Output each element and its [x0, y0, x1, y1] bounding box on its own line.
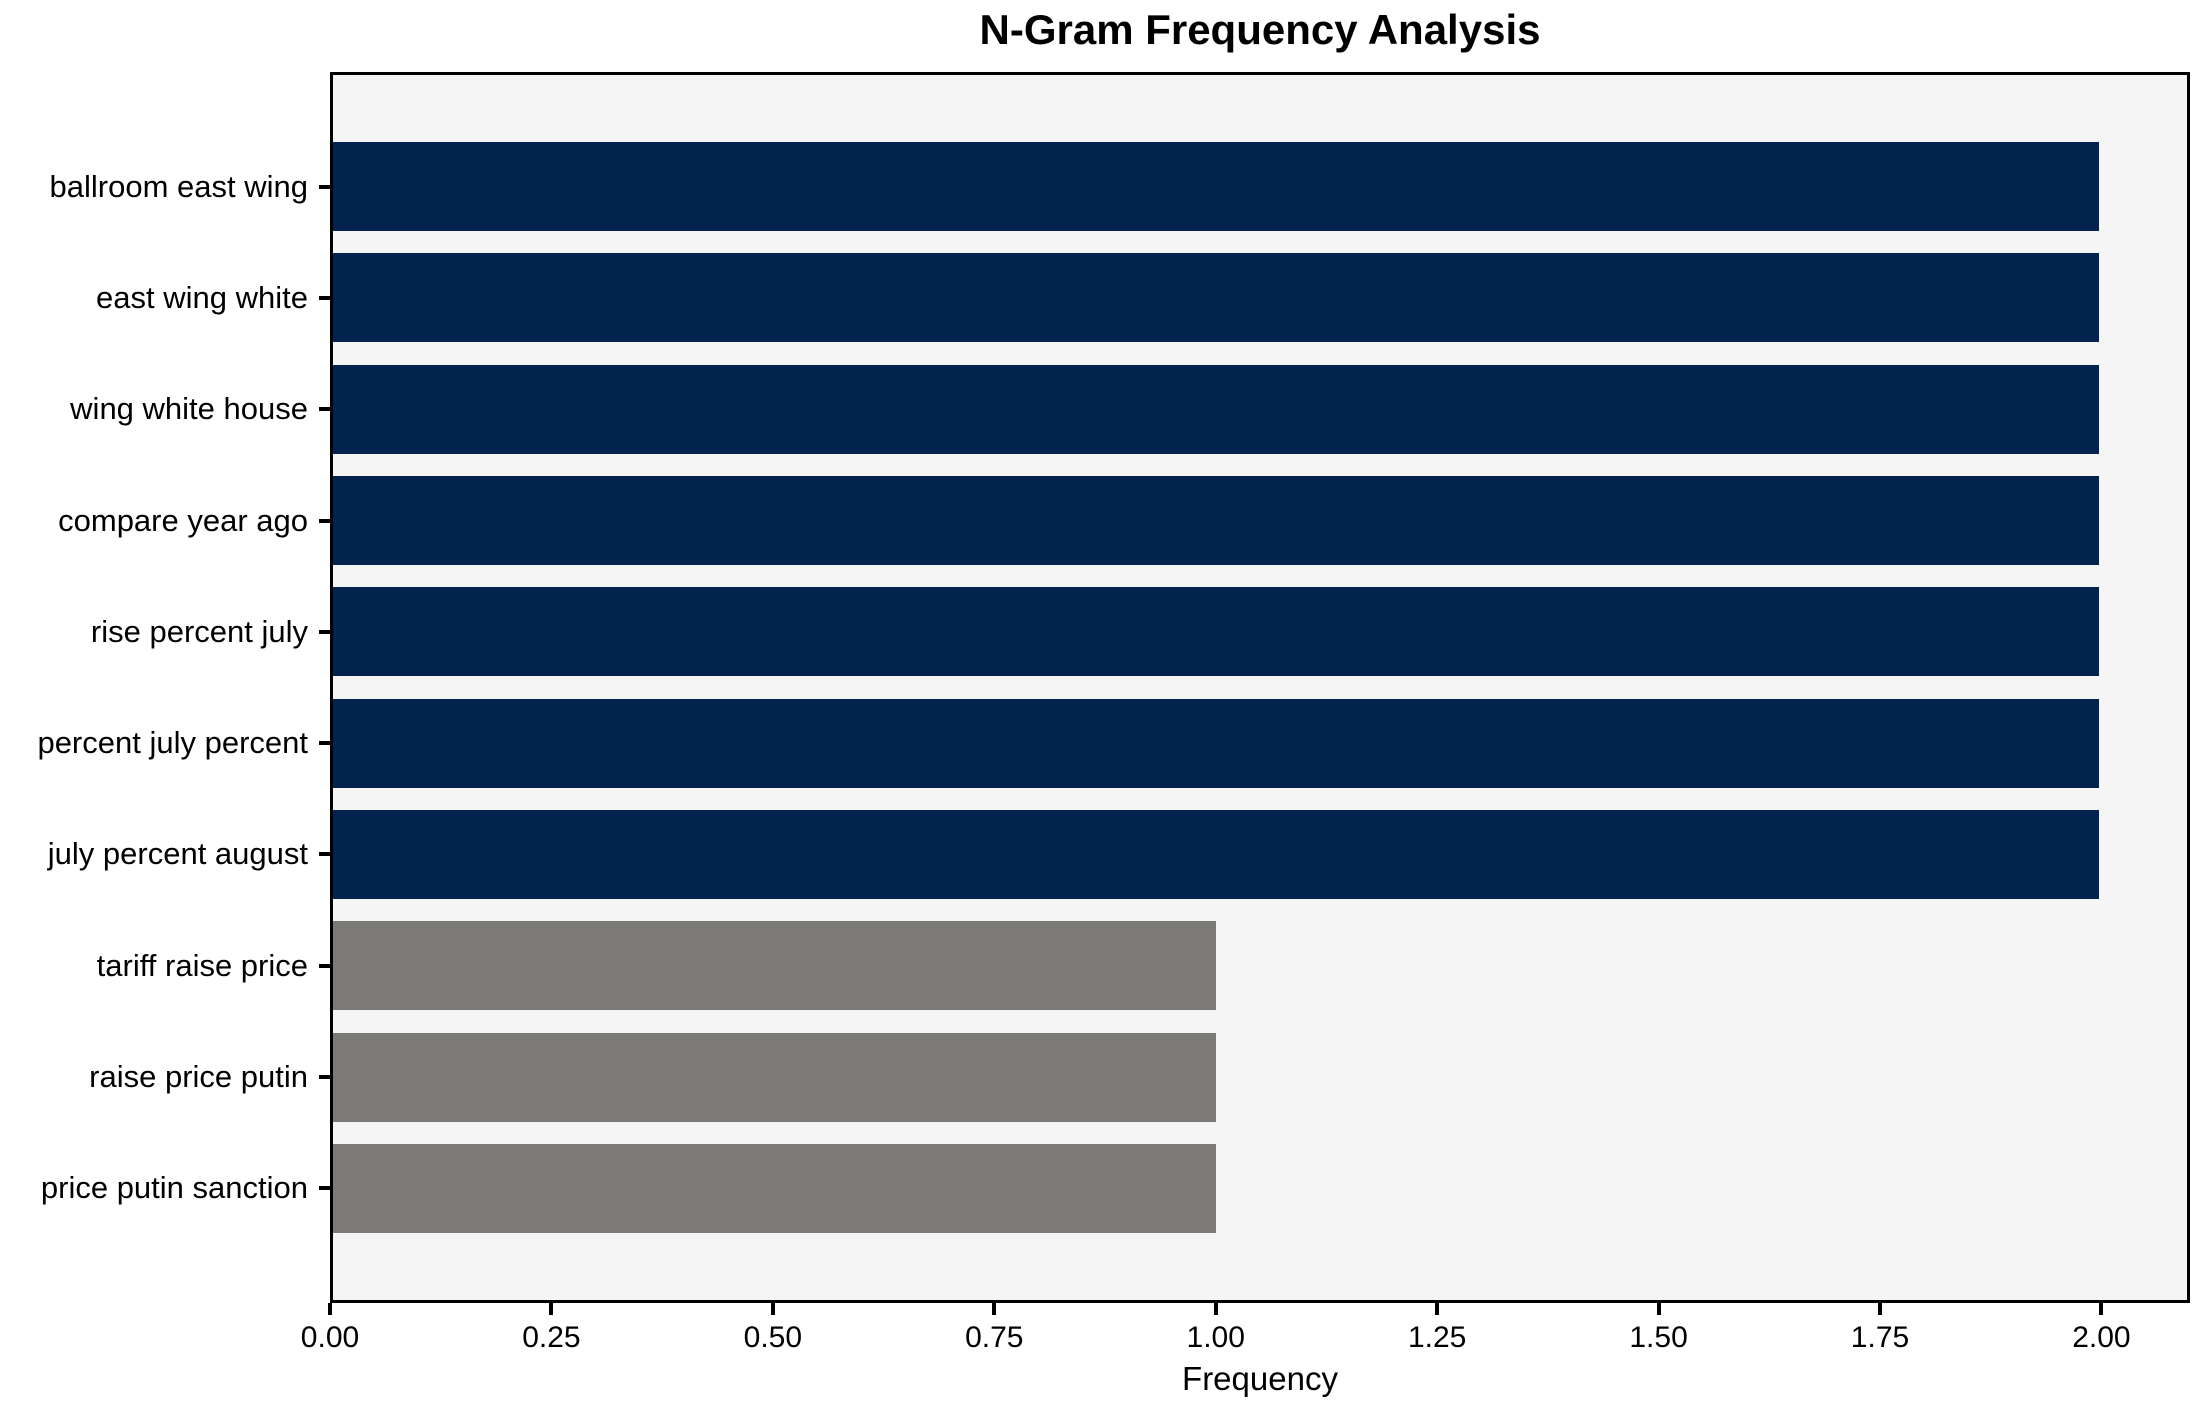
y-tick-label: price putin sanction [40, 1170, 308, 1206]
y-tick-label: july percent august [47, 836, 308, 872]
y-tick [319, 407, 330, 412]
bar-row: price putin sanction [41, 1133, 2187, 1244]
y-tick-label: rise percent july [90, 613, 308, 649]
y-tick-label: tariff raise price [96, 947, 308, 983]
x-tick-label: 0.75 [965, 1321, 1024, 1354]
x-tick [2099, 1303, 2104, 1315]
y-tick-label: raise price putin [89, 1059, 308, 1095]
bar [333, 921, 1216, 1011]
bar-row: wing white house [70, 354, 2187, 465]
y-tick [319, 629, 330, 634]
bar [333, 809, 2099, 899]
x-tick-label: 1.25 [1407, 1321, 1467, 1354]
x-tick [1213, 1303, 1218, 1315]
y-tick-label: ballroom east wing [49, 168, 308, 204]
bar-row: rise percent july [91, 576, 2187, 687]
bar [333, 364, 2099, 454]
x-tick-label: 0.00 [300, 1321, 360, 1354]
bar [333, 587, 2099, 677]
y-tick [319, 852, 330, 857]
x-tick [992, 1303, 997, 1315]
y-tick-label: wing white house [70, 391, 308, 427]
bar-row: july percent august [48, 799, 2187, 910]
bar [333, 1032, 1216, 1122]
plot-area: ballroom east wing east wing white wing wh… [37, 72, 2190, 1303]
x-tick [770, 1303, 775, 1315]
bar [333, 1143, 1216, 1233]
bar-row: raise price putin [89, 1021, 2187, 1132]
x-tick [549, 1303, 554, 1315]
bar-row: east wing white [96, 242, 2187, 353]
bar-row: percent july percent [37, 687, 2187, 798]
bar [333, 253, 2099, 343]
y-tick-label: percent july percent [37, 725, 308, 761]
bars-container: ballroom east wing east wing white wing wh… [37, 75, 2187, 1300]
x-tick-label: 1.50 [1629, 1321, 1688, 1354]
x-tick [1435, 1303, 1440, 1315]
y-tick-label: compare year ago [58, 502, 308, 538]
x-tick-label: 1.75 [1850, 1321, 1910, 1354]
y-tick-label: east wing white [96, 279, 308, 315]
x-tick-label: 2.00 [2072, 1321, 2131, 1354]
y-tick [319, 1186, 330, 1191]
x-axis: 0.00 0.25 0.50 0.75 1.00 1.25 1.50 1.75 2.00 [301, 1303, 2190, 1403]
x-tick-label: 0.50 [743, 1321, 803, 1354]
y-tick [319, 518, 330, 523]
bar-row: ballroom east wing [50, 131, 2187, 242]
chart-title: N-Gram Frequency Analysis [979, 6, 1541, 53]
x-tick-label: 1.00 [1186, 1321, 1245, 1354]
x-tick [1656, 1303, 1661, 1315]
x-axis-label: Frequency [1182, 1360, 1338, 1397]
y-tick [319, 295, 330, 300]
y-tick [319, 1075, 330, 1080]
y-tick [319, 741, 330, 746]
y-tick [319, 963, 330, 968]
x-tick [328, 1303, 332, 1315]
y-tick [319, 184, 330, 189]
bar [333, 698, 2099, 788]
bar [333, 142, 2099, 232]
x-tick-label: 0.25 [522, 1321, 581, 1354]
bar-row: tariff raise price [97, 910, 2187, 1021]
bar-row: compare year ago [58, 465, 2187, 576]
x-tick [1878, 1303, 1882, 1315]
bar [333, 476, 2099, 566]
